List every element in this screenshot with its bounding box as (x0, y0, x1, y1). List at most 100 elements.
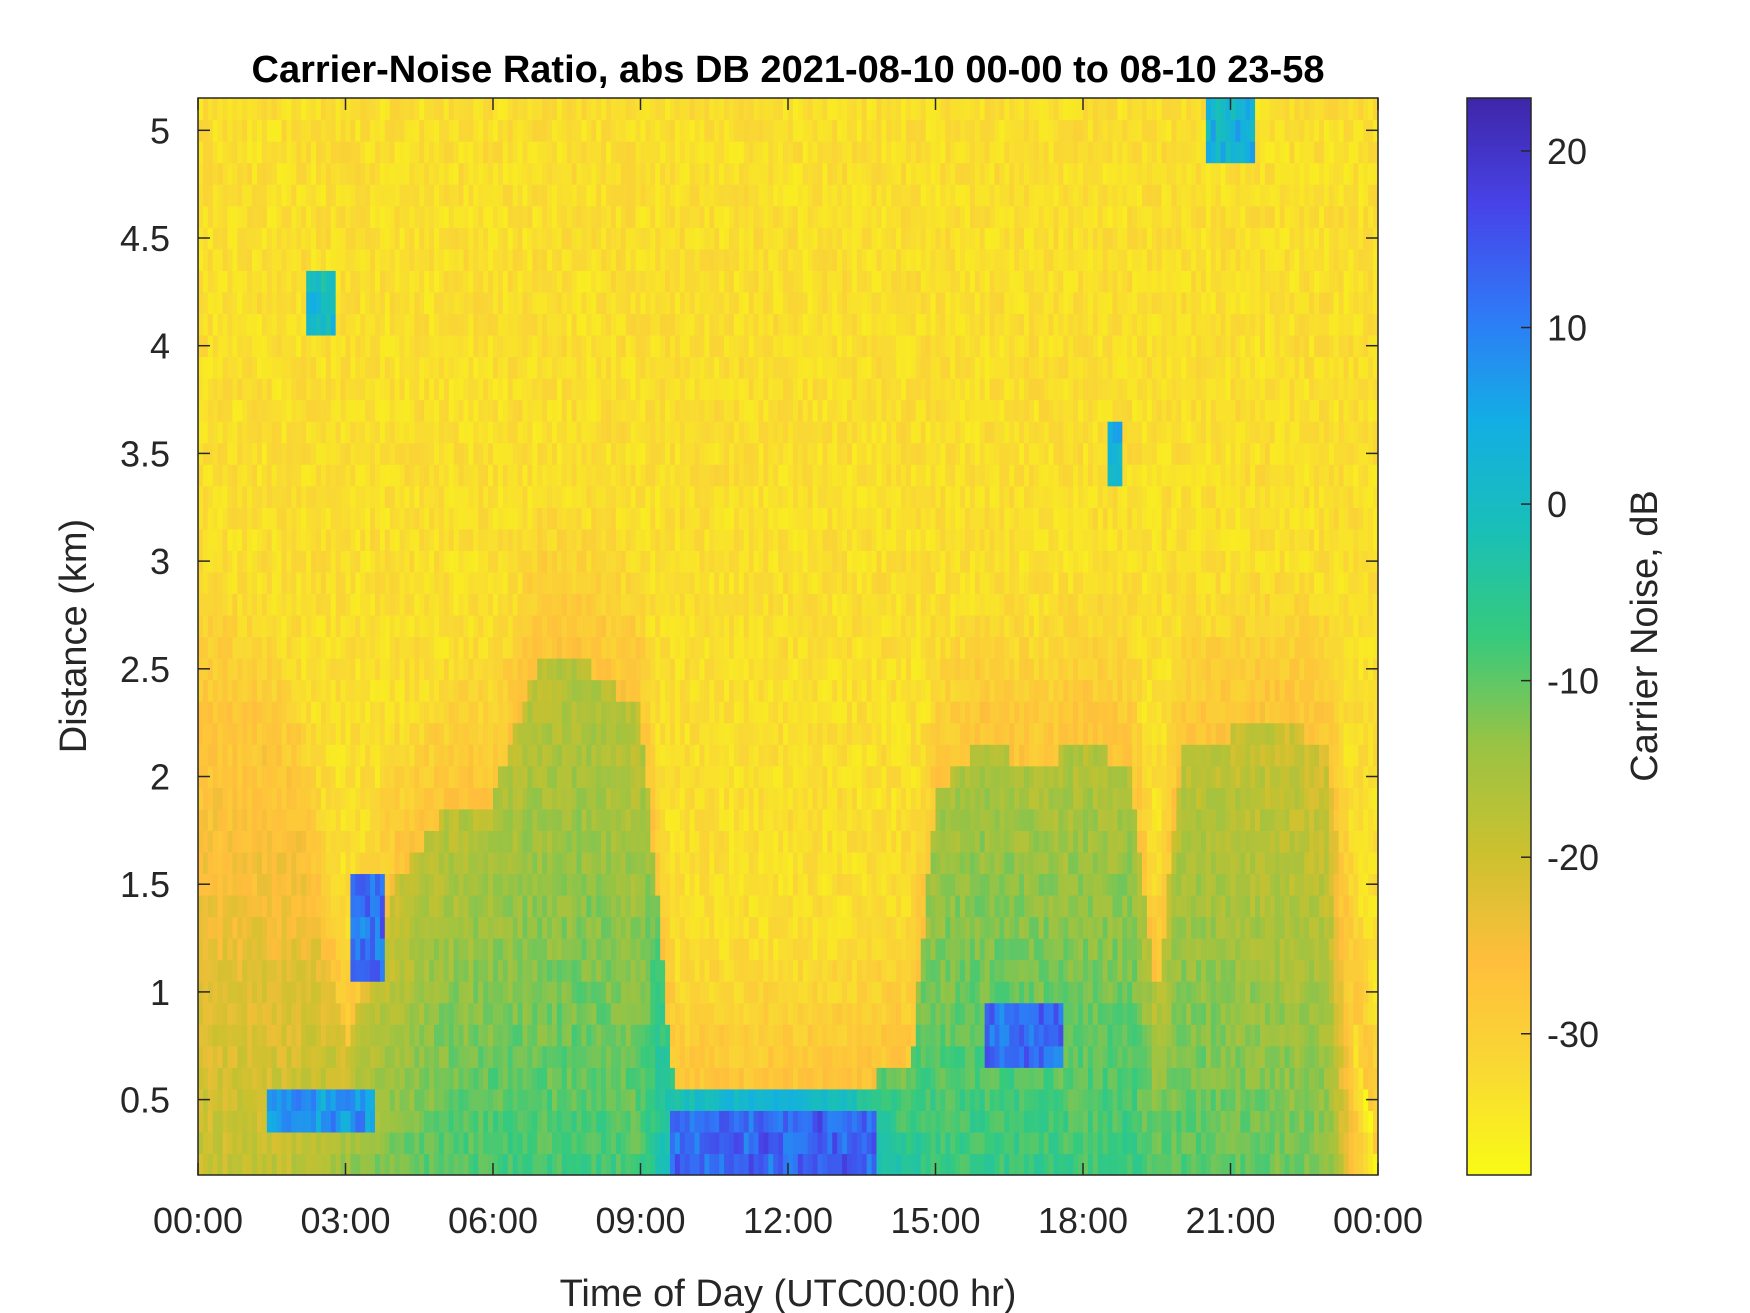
heatmap-cell (473, 334, 479, 358)
heatmap-cell (448, 550, 455, 573)
heatmap-cell (286, 636, 293, 659)
heatmap-cell (335, 313, 342, 336)
heatmap-cell (222, 851, 229, 875)
heatmap-cell (463, 981, 470, 1004)
heatmap-cell (281, 894, 288, 918)
heatmap-cell (198, 399, 204, 422)
heatmap-cell (207, 636, 214, 659)
heatmap-cell (493, 291, 499, 314)
heatmap-cell (429, 205, 435, 228)
heatmap-cell (227, 1002, 234, 1025)
heatmap-cell (325, 399, 332, 422)
heatmap-cell (512, 916, 519, 939)
heatmap-cell (448, 614, 455, 638)
heatmap-cell (615, 550, 622, 573)
heatmap-cell (463, 227, 470, 250)
heatmap-cell (198, 356, 204, 379)
heatmap-cell (640, 593, 647, 616)
heatmap-cell (527, 356, 533, 379)
heatmap-cell (384, 722, 391, 745)
heatmap-cell (596, 399, 602, 422)
heatmap-cell (301, 593, 307, 616)
heatmap-cell (375, 1088, 381, 1111)
heatmap-cell (257, 248, 263, 271)
heatmap-cell (542, 722, 548, 745)
heatmap-cell (556, 162, 563, 185)
heatmap-cell (404, 1067, 411, 1090)
heatmap-cell (660, 227, 666, 250)
heatmap-cell (620, 184, 627, 207)
heatmap-cell (571, 205, 578, 228)
heatmap-cell (375, 851, 381, 875)
heatmap-cell (414, 378, 420, 401)
heatmap-cell (655, 571, 661, 595)
heatmap-cell (601, 787, 607, 810)
heatmap-cell (424, 464, 430, 487)
heatmap-cell (547, 1088, 553, 1111)
heatmap-cell (640, 1153, 647, 1175)
heatmap-cell (507, 507, 514, 530)
heatmap-cell (266, 1002, 273, 1025)
heatmap-cell (345, 873, 352, 896)
heatmap-cell (571, 981, 578, 1004)
heatmap-cell (207, 507, 214, 530)
heatmap-cell (247, 1131, 253, 1155)
heatmap-cell (645, 593, 651, 616)
heatmap-cell (291, 184, 297, 207)
heatmap-cell (360, 894, 366, 918)
heatmap-cell (394, 399, 401, 422)
heatmap-cell (237, 593, 243, 616)
heatmap-cell (453, 765, 460, 788)
heatmap-cell (473, 593, 479, 616)
heatmap-cell (507, 141, 514, 164)
heatmap-cell (242, 830, 248, 853)
heatmap-cell (502, 184, 509, 207)
heatmap-cell (325, 1045, 332, 1068)
heatmap-cell (684, 378, 691, 401)
heatmap-cell (261, 528, 268, 551)
heatmap-cell (660, 787, 666, 810)
heatmap-cell (198, 507, 204, 530)
heatmap-cell (635, 313, 642, 336)
heatmap-cell (419, 851, 425, 875)
heatmap-cell (271, 291, 278, 314)
heatmap-cell (335, 593, 342, 616)
heatmap-cell (478, 916, 484, 939)
heatmap-cell (473, 464, 479, 487)
heatmap-cell (198, 679, 204, 702)
heatmap-cell (561, 1024, 568, 1047)
heatmap-cell (350, 291, 356, 314)
heatmap-cell (320, 981, 327, 1004)
heatmap-cell (429, 356, 435, 379)
heatmap-cell (527, 722, 533, 745)
heatmap-cell (670, 787, 676, 810)
heatmap-cell (247, 421, 253, 444)
heatmap-cell (473, 485, 479, 508)
heatmap-cell (414, 162, 420, 185)
heatmap-cell (601, 421, 607, 444)
heatmap-cell (522, 916, 529, 939)
heatmap-cell (419, 399, 425, 422)
heatmap-cell (296, 270, 302, 293)
heatmap-cell (389, 291, 396, 314)
heatmap-cell (394, 98, 401, 121)
heatmap-cell (375, 507, 381, 530)
heatmap-cell (202, 959, 209, 982)
heatmap-cell (384, 744, 391, 767)
heatmap-cell (640, 701, 647, 724)
heatmap-cell (370, 205, 376, 228)
heatmap-cell (606, 571, 612, 595)
heatmap-cell (566, 1088, 573, 1111)
heatmap-cell (340, 313, 347, 336)
heatmap-cell (483, 851, 489, 875)
heatmap-cell (635, 98, 642, 121)
heatmap-cell (576, 636, 583, 659)
heatmap-cell (478, 485, 484, 508)
heatmap-cell (257, 636, 263, 659)
heatmap-cell (414, 119, 420, 142)
heatmap-cell (507, 959, 514, 982)
heatmap-cell (615, 507, 622, 530)
heatmap-cell (650, 1110, 656, 1133)
heatmap-cell (453, 421, 460, 444)
heatmap-cell (488, 356, 494, 379)
